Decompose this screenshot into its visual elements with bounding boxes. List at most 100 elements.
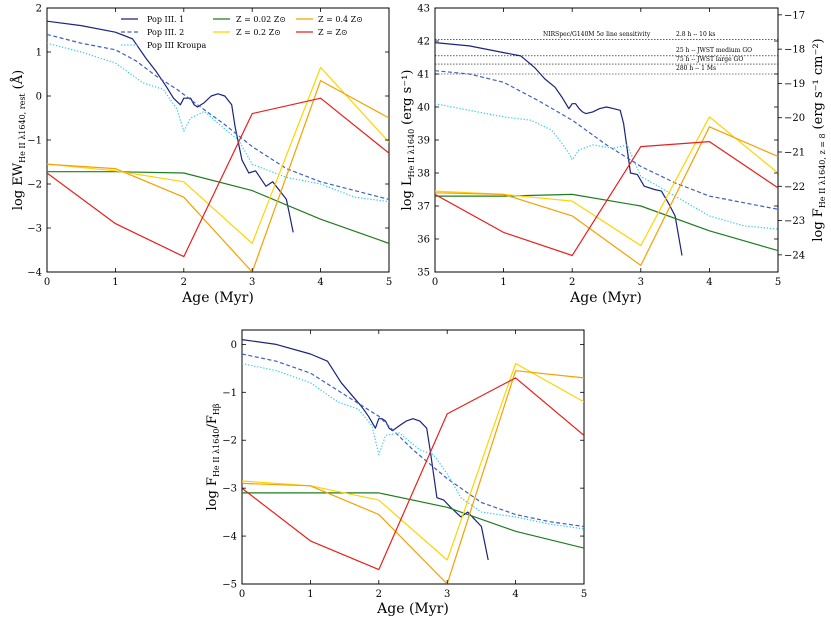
y-tick-label-ratio-5: 0	[231, 340, 237, 351]
legend-label-pop3-2: Pop III. 2	[147, 28, 184, 37]
x-axis-label-ew: Age (Myr)	[181, 290, 254, 306]
series-layer-ew	[47, 20, 389, 272]
sensitivity-title: NIRSpec/G140M 5σ line sensitivity	[543, 31, 651, 38]
y-tick-label-ew-6: 2	[36, 4, 42, 15]
x-tick-label-lum-2: 2	[569, 277, 575, 288]
y-axis-label-ratio-mid: /F	[205, 415, 220, 428]
series-line-ew-z-z	[47, 97, 389, 258]
sensitivity-label-medium-go: 25 h -- JWST medium GO	[676, 47, 752, 54]
x-tick-label-lum-4: 4	[706, 277, 712, 288]
x-tick-label-ratio-5: 5	[581, 589, 587, 600]
y-axis-label-ew-sub: He II λ1640, rest	[18, 93, 27, 163]
x-tick-label-ew-1: 1	[112, 277, 118, 288]
series-line-ew-pop-iii-kroupa	[47, 42, 389, 203]
series-line-ew-z-0-2-z	[47, 66, 389, 244]
series-line-ratio-z-0-4-z	[242, 370, 584, 584]
series-line-ew-pop-iii-1	[47, 20, 294, 233]
y-axis-label-lum-sub: He II λ1640	[407, 129, 416, 178]
y-axis-label-flux: log FHe II λ1640, z = 8 (erg s⁻¹ cm⁻²)	[811, 38, 827, 241]
panel-luminosity: NIRSpec/G140M 5σ line sensitivity 2.8 h …	[400, 4, 827, 307]
y-tick-label-lum-8: 43	[417, 4, 430, 15]
y-right-tick-label-3: −21	[784, 148, 805, 159]
x-tick-label-ratio-3: 3	[444, 589, 450, 600]
y-axis-label-ew-main: log EW	[11, 162, 26, 210]
y-tick-label-lum-2: 37	[417, 202, 430, 213]
y-axis-label-lum: log LHe II λ1640 (erg s⁻¹)	[400, 70, 416, 211]
series-line-ew-z-0-02-z	[47, 171, 389, 244]
x-tick-label-ratio-2: 2	[376, 589, 382, 600]
series-line-lum-pop-iii-kroupa	[435, 103, 778, 230]
x-tick-label-ratio-4: 4	[512, 589, 518, 600]
x-tick-label-ratio-1: 1	[307, 589, 313, 600]
y-tick-label-ratio-1: −4	[222, 532, 237, 543]
series-line-lum-pop-iii-2	[435, 70, 778, 210]
y-tick-label-ew-0: −4	[27, 268, 42, 279]
x-tick-label-lum-1: 1	[500, 277, 506, 288]
y-tick-label-lum-4: 39	[417, 136, 430, 147]
sensitivity-label-10ks: 2.8 h -- 10 ks	[676, 31, 715, 38]
series-layer-ratio	[242, 339, 584, 584]
y-tick-label-lum-3: 38	[417, 169, 430, 180]
x-tick-label-ew-5: 5	[386, 277, 392, 288]
y-right-tick-label-2: −22	[784, 182, 805, 193]
x-axis-label-lum: Age (Myr)	[569, 290, 642, 306]
series-line-lum-z-0-2-z	[435, 116, 778, 247]
series-line-ew-pop-iii-2	[47, 33, 389, 200]
legend-label-pop3-1: Pop III. 1	[147, 15, 184, 24]
legend-label-pop3-kroupa: Pop III Kroupa	[147, 41, 206, 50]
x-tick-label-ew-3: 3	[249, 277, 255, 288]
y-tick-label-ratio-2: −3	[222, 484, 237, 495]
y-tick-label-ratio-3: −2	[222, 436, 237, 447]
y-tick-label-ew-1: −3	[27, 224, 42, 235]
y-right-tick-label-6: −18	[784, 45, 805, 56]
y-tick-label-ratio-4: −1	[222, 388, 237, 399]
panel-ratio: 0 1 2 3 4 5 −5 −4 −3 −2 −1 0 Age (Myr) log FHe II λ…	[205, 329, 587, 617]
x-tick-label-ratio-0: 0	[239, 589, 245, 600]
series-line-ratio-pop-iii-2	[242, 353, 584, 528]
y-axis-label-flux-unit: (erg s⁻¹ cm⁻²)	[811, 38, 826, 129]
y-right-tick-label-7: −17	[784, 10, 805, 21]
series-line-lum-z-0-4-z	[435, 126, 778, 266]
x-tick-label-lum-3: 3	[638, 277, 644, 288]
y-right-tick-label-0: −24	[784, 250, 805, 261]
series-layer-lum	[435, 42, 778, 266]
plot-frame-ratio	[241, 329, 585, 585]
x-tick-label-ew-4: 4	[317, 277, 323, 288]
y-axis-label-ratio-sub: He II λ1640	[212, 429, 221, 478]
series-line-ratio-pop-iii-1	[242, 339, 489, 561]
legend-label-z02: Z = 0.2 Z⊙	[236, 28, 281, 37]
ticks-layer-ratio: 0 1 2 3 4 5 −5 −4 −3 −2 −1 0	[222, 330, 587, 600]
series-line-ratio-z-z	[242, 377, 584, 571]
y-axis-label-ratio-main: log F	[205, 477, 220, 510]
x-tick-label-lum-5: 5	[775, 277, 781, 288]
legend-label-z04: Z = 0.4 Z⊙	[318, 15, 363, 24]
y-axis-label-ew-unit: (Å)	[10, 70, 26, 90]
sensitivity-label-1ms: 280 h -- 1 Ms	[676, 65, 716, 72]
y-axis-label-ew: log EWHe II λ1640, rest (Å)	[10, 70, 27, 210]
y-tick-label-ratio-0: −5	[222, 580, 237, 591]
series-line-lum-z-z	[435, 141, 778, 257]
y-tick-label-ew-5: 1	[36, 48, 42, 59]
x-tick-label-lum-0: 0	[432, 277, 438, 288]
y-right-tick-label-1: −23	[784, 216, 805, 227]
y-tick-label-lum-6: 41	[417, 70, 430, 81]
y-right-tick-label-5: −19	[784, 79, 805, 90]
y-axis-label-flux-sub: He II λ1640, z = 8	[818, 133, 827, 208]
legend: Pop III. 1 Pop III. 2 Pop III Kroupa Z =…	[121, 15, 363, 50]
series-line-ratio-z-0-02-z	[242, 492, 584, 549]
series-line-ew-z-0-4-z	[47, 79, 389, 272]
series-line-lum-pop-iii-1	[435, 42, 683, 256]
y-tick-label-ew-4: 0	[36, 92, 42, 103]
y-axis-label-lum-unit: (erg s⁻¹)	[400, 70, 415, 125]
ticks-layer-lum: 0 1 2 3 4 5 35 36 37 38 39 40 41 42 43 −24 −23 −22 −21 −20 −…	[417, 4, 805, 289]
y-axis-label-ratio: log FHe II λ1640/FHβ	[205, 403, 221, 510]
x-axis-label-ratio: Age (Myr)	[376, 601, 449, 617]
y-right-tick-label-4: −20	[784, 113, 805, 124]
x-tick-label-ew-0: 0	[44, 277, 50, 288]
y-axis-label-lum-main: log L	[400, 177, 415, 210]
plot-frame-ew	[46, 7, 390, 273]
x-tick-label-ew-2: 2	[181, 277, 187, 288]
y-tick-label-lum-5: 40	[417, 103, 430, 114]
y-tick-label-lum-1: 36	[417, 235, 430, 246]
